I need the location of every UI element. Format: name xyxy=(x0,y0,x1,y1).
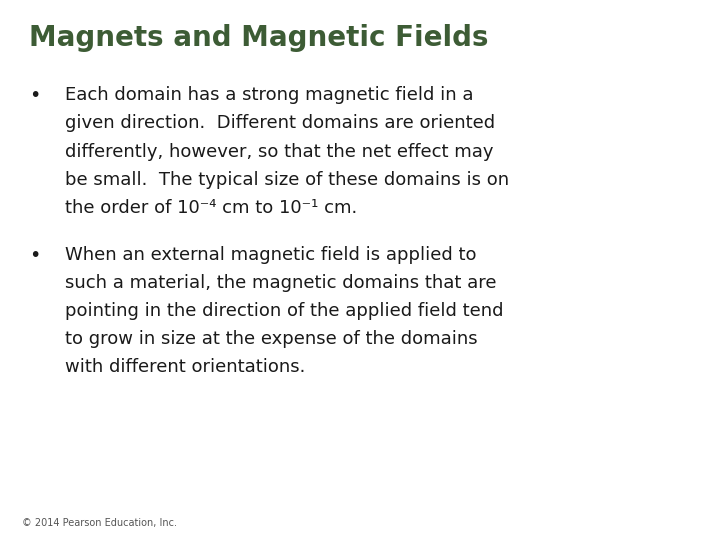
Text: with different orientations.: with different orientations. xyxy=(65,358,305,376)
Text: be small.  The typical size of these domains is on: be small. The typical size of these doma… xyxy=(65,171,509,188)
Text: © 2014 Pearson Education, Inc.: © 2014 Pearson Education, Inc. xyxy=(22,518,176,528)
Text: to grow in size at the expense of the domains: to grow in size at the expense of the do… xyxy=(65,330,477,348)
Text: Magnets and Magnetic Fields: Magnets and Magnetic Fields xyxy=(29,24,488,52)
Text: •: • xyxy=(29,86,40,105)
Text: •: • xyxy=(29,246,40,265)
Text: the order of 10⁻⁴ cm to 10⁻¹ cm.: the order of 10⁻⁴ cm to 10⁻¹ cm. xyxy=(65,199,357,217)
Text: given direction.  Different domains are oriented: given direction. Different domains are o… xyxy=(65,114,495,132)
Text: When an external magnetic field is applied to: When an external magnetic field is appli… xyxy=(65,246,477,264)
Text: Each domain has a strong magnetic field in a: Each domain has a strong magnetic field … xyxy=(65,86,473,104)
Text: pointing in the direction of the applied field tend: pointing in the direction of the applied… xyxy=(65,302,503,320)
Text: such a material, the magnetic domains that are: such a material, the magnetic domains th… xyxy=(65,274,496,292)
Text: differently, however, so that the net effect may: differently, however, so that the net ef… xyxy=(65,143,493,160)
